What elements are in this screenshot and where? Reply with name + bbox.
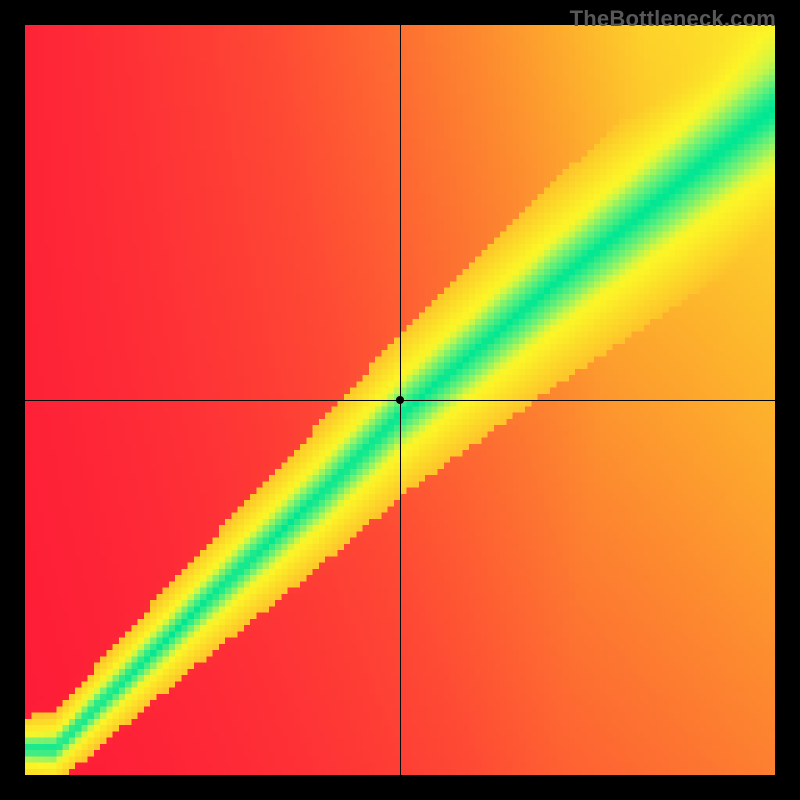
heatmap-plot-area: [25, 25, 775, 775]
source-watermark: TheBottleneck.com: [570, 6, 776, 32]
figure-frame: TheBottleneck.com: [0, 0, 800, 800]
heatmap-canvas: [25, 25, 775, 775]
